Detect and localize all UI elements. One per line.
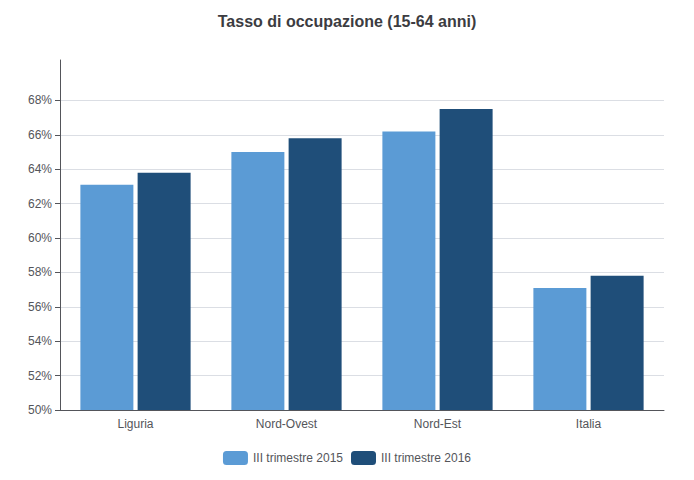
svg-text:Italia: Italia xyxy=(576,417,602,431)
svg-text:Liguria: Liguria xyxy=(117,417,153,431)
svg-text:Nord-Ovest: Nord-Ovest xyxy=(256,417,318,431)
svg-text:54%: 54% xyxy=(28,334,52,348)
svg-text:68%: 68% xyxy=(28,93,52,107)
svg-text:66%: 66% xyxy=(28,128,52,142)
svg-text:III trimestre 2016: III trimestre 2016 xyxy=(381,451,471,465)
svg-text:52%: 52% xyxy=(28,369,52,383)
svg-text:Tasso di occupazione (15-64 an: Tasso di occupazione (15-64 anni) xyxy=(218,13,476,30)
svg-text:58%: 58% xyxy=(28,265,52,279)
svg-text:56%: 56% xyxy=(28,300,52,314)
svg-text:64%: 64% xyxy=(28,162,52,176)
svg-text:Nord-Est: Nord-Est xyxy=(414,417,462,431)
svg-text:62%: 62% xyxy=(28,197,52,211)
svg-text:III trimestre 2015: III trimestre 2015 xyxy=(253,451,343,465)
svg-text:60%: 60% xyxy=(28,231,52,245)
svg-text:50%: 50% xyxy=(28,403,52,417)
